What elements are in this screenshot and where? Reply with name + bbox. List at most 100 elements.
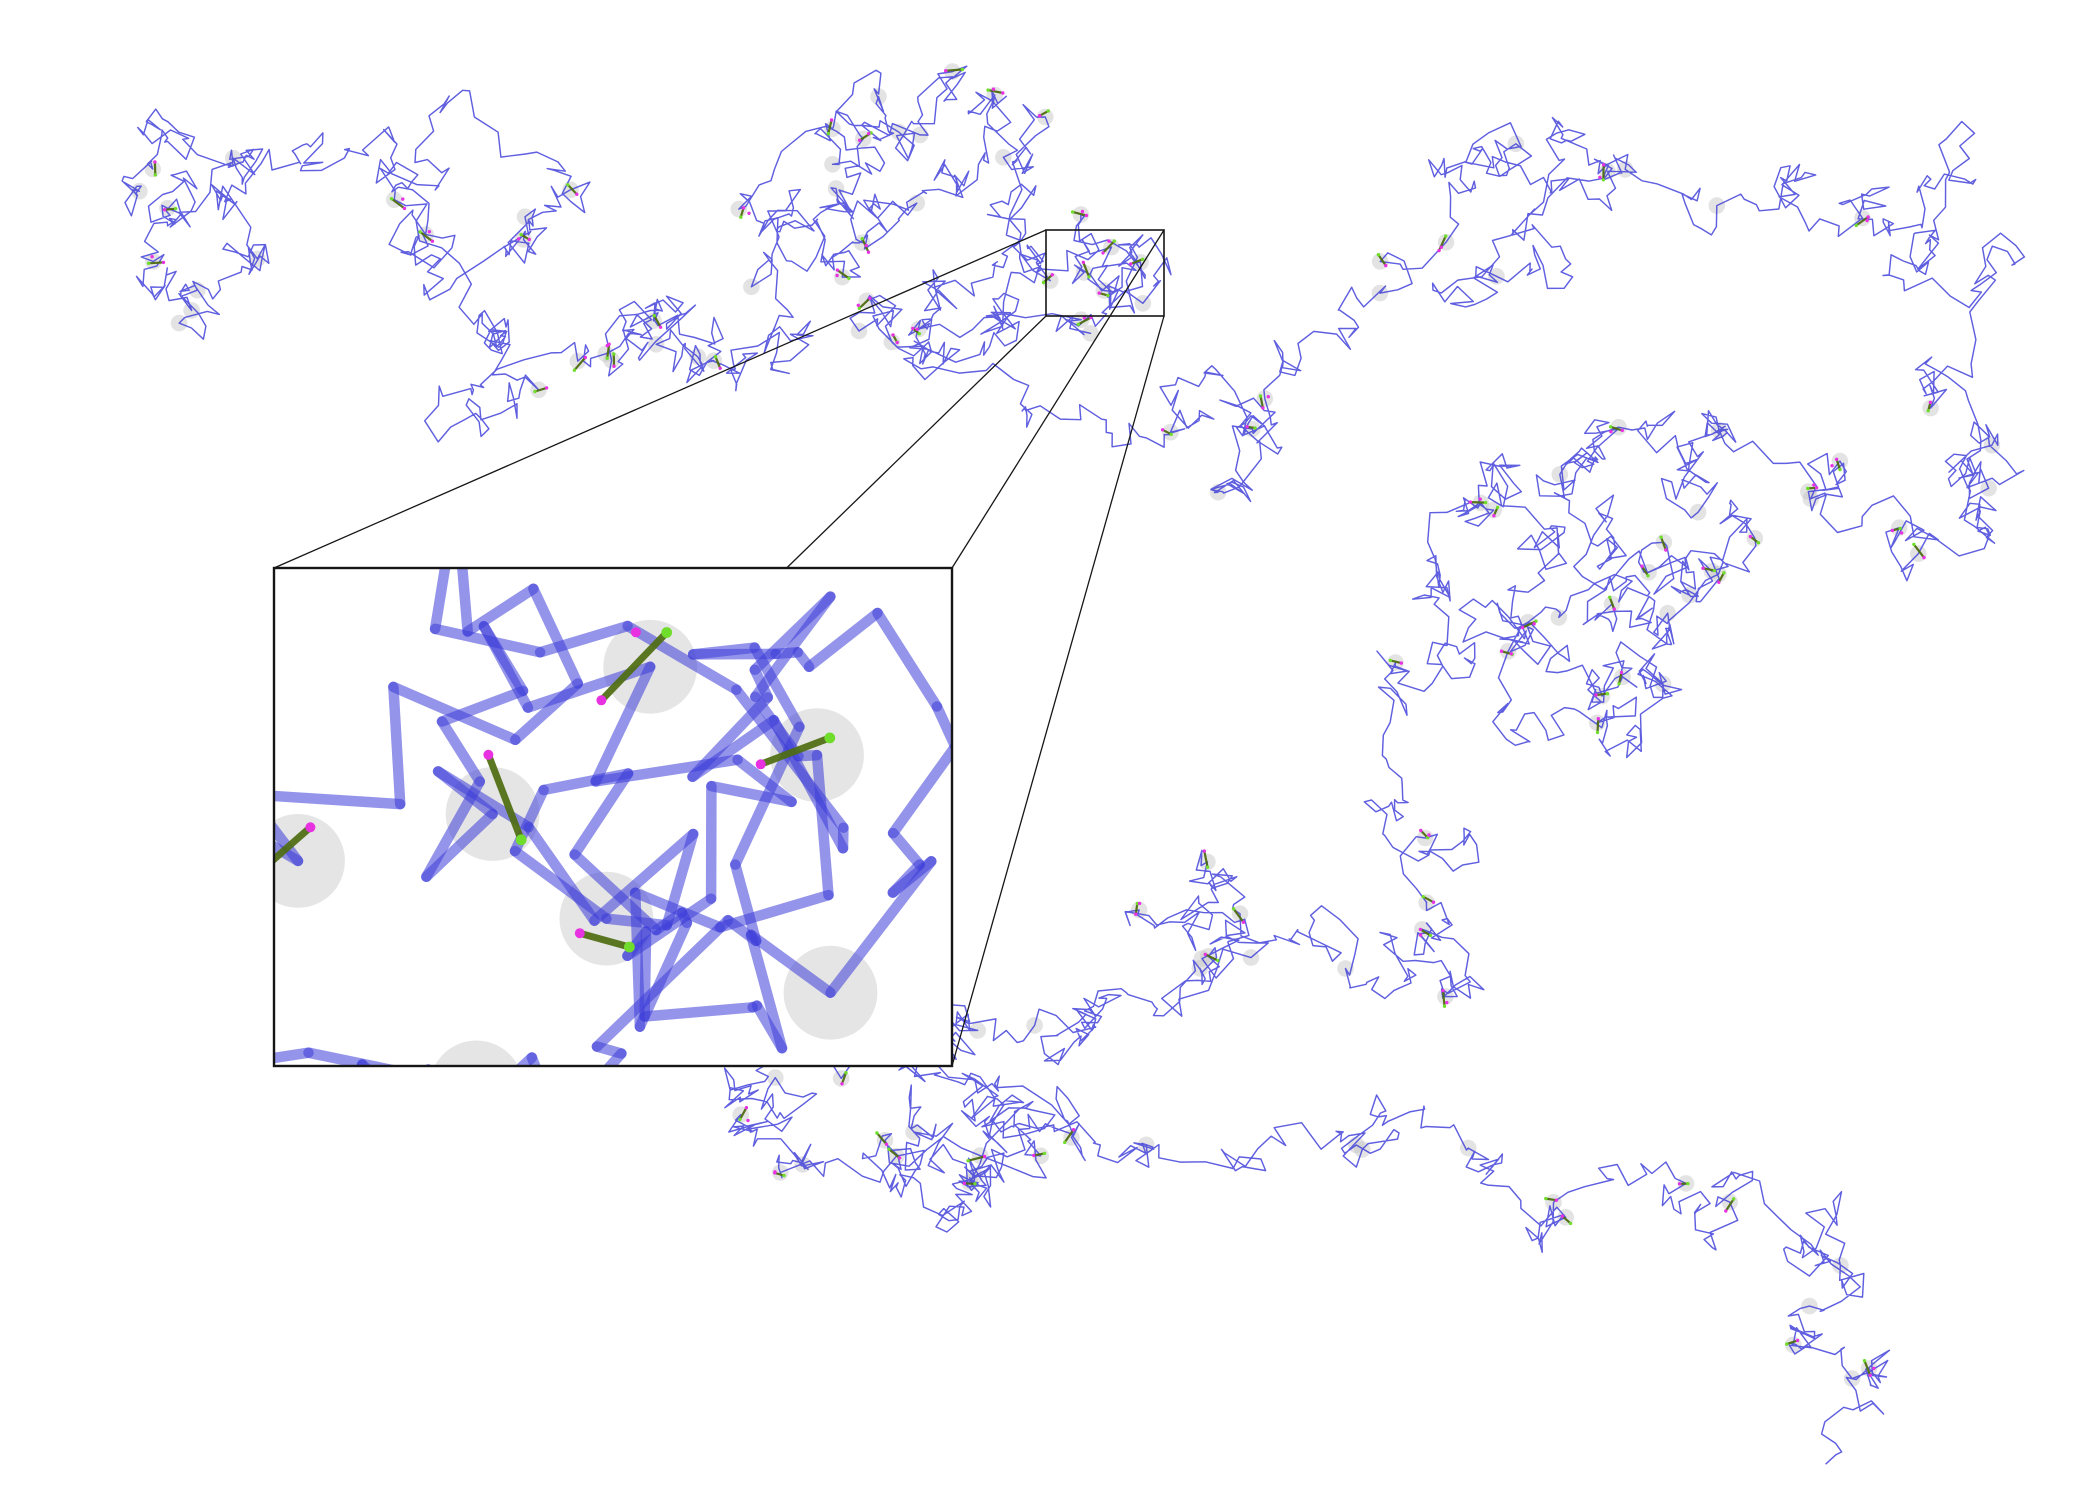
magenta-site-dot (745, 1106, 748, 1109)
magenta-site-dot (1492, 514, 1495, 517)
green-site-dot (858, 307, 861, 310)
magenta-site-dot (983, 1155, 986, 1158)
inset-trajectory-segment (243, 703, 268, 761)
magenta-site-dot (868, 297, 871, 300)
magenta-site-dot (865, 244, 868, 247)
magenta-site-dot (1432, 901, 1435, 904)
green-site-dot (887, 1148, 890, 1151)
inset-magenta-site-dot (483, 750, 493, 760)
magenta-site-dot (1072, 1128, 1075, 1131)
green-site-dot (1113, 239, 1116, 242)
green-site-dot (986, 88, 989, 91)
green-site-dot (1609, 425, 1612, 428)
inset-trajectory-segment (968, 729, 992, 827)
inset-trajectory-segment (237, 772, 243, 794)
magenta-site-dot (659, 326, 662, 329)
green-site-dot (1838, 468, 1841, 471)
magenta-site-dot (1812, 483, 1815, 486)
magenta-site-dot (840, 1082, 843, 1085)
green-site-dot (1206, 866, 1209, 869)
magenta-site-dot (1640, 565, 1643, 568)
magenta-site-dot (575, 193, 578, 196)
green-site-dot (1444, 234, 1447, 237)
inset-trajectory-segment (393, 687, 400, 804)
green-site-dot (1077, 323, 1080, 326)
magenta-site-dot (1598, 176, 1601, 179)
magenta-site-dot (1261, 406, 1264, 409)
green-site-dot (918, 332, 921, 335)
magenta-site-dot (1440, 246, 1443, 249)
inset-magenta-site-dot (631, 627, 641, 637)
green-site-dot (147, 262, 150, 265)
bound-segment (1443, 991, 1445, 1007)
green-site-dot (1732, 1197, 1735, 1200)
inset-magenta-site-dot (489, 1072, 499, 1082)
inset-green-site-dot (661, 627, 672, 638)
magenta-site-dot (1922, 556, 1925, 559)
magenta-site-dot (1384, 264, 1387, 267)
magenta-site-dot (153, 160, 156, 163)
magenta-site-dot (1678, 1182, 1681, 1185)
magenta-site-dot (431, 240, 434, 243)
inset-trajectory-segment (124, 706, 229, 743)
green-site-dot (1927, 409, 1930, 412)
green-site-dot (1443, 1005, 1446, 1008)
green-site-dot (1484, 501, 1487, 504)
magenta-site-dot (1101, 251, 1104, 254)
inset-panel (124, 478, 993, 1173)
magenta-site-dot (1701, 567, 1704, 570)
green-site-dot (1043, 1152, 1046, 1155)
green-site-dot (1646, 574, 1649, 577)
green-site-dot (827, 132, 830, 135)
green-site-dot (1608, 596, 1611, 599)
green-site-dot (1063, 1141, 1066, 1144)
magenta-site-dot (1038, 114, 1041, 117)
magenta-site-dot (1891, 529, 1894, 532)
inset-trajectory-segment (207, 784, 235, 874)
green-site-dot (1855, 224, 1858, 227)
inset-trajectory-segment (411, 1070, 428, 1138)
bound-segment (1596, 694, 1607, 695)
green-site-dot (739, 216, 742, 219)
magenta-site-dot (1597, 717, 1600, 720)
connector-line (952, 316, 1164, 1066)
bound-segment (149, 262, 164, 263)
inset-trajectory-segment (460, 516, 474, 539)
magenta-site-dot (896, 341, 899, 344)
green-site-dot (573, 369, 576, 372)
magenta-site-dot (1609, 430, 1612, 433)
bound-segment (1598, 719, 1599, 733)
green-site-dot (1785, 1342, 1788, 1345)
green-site-dot (1863, 1359, 1866, 1362)
magenta-site-dot (992, 88, 995, 91)
green-site-dot (1757, 541, 1760, 544)
magenta-site-dot (1620, 671, 1623, 674)
magenta-site-dot (1664, 548, 1667, 551)
magenta-site-dot (1242, 921, 1245, 924)
green-site-dot (533, 390, 536, 393)
magenta-site-dot (963, 1182, 966, 1185)
inset-trajectory-segment (218, 772, 243, 817)
inset-trajectory-segment (166, 656, 243, 761)
inset-trajectory-segment (333, 1065, 363, 1155)
magenta-site-dot (1555, 1199, 1558, 1202)
magenta-site-dot (1900, 531, 1903, 534)
green-site-dot (1429, 934, 1432, 937)
inset-trajectory-segment (125, 818, 207, 874)
green-site-dot (1686, 1182, 1689, 1185)
inset-magenta-site-dot (596, 695, 606, 705)
inset-trajectory-segment (461, 1058, 532, 1124)
inset-trajectory-segment (606, 919, 666, 926)
magenta-site-dot (719, 367, 722, 370)
magenta-site-dot (835, 274, 838, 277)
magenta-site-dot (1724, 1209, 1727, 1212)
green-site-dot (1389, 659, 1392, 662)
green-site-dot (1106, 294, 1109, 297)
magenta-site-dot (1419, 829, 1422, 832)
green-site-dot (390, 197, 393, 200)
inset-bound-segment (460, 1075, 532, 1114)
inset-trajectory-segment (693, 648, 755, 655)
magenta-site-dot (1796, 1339, 1799, 1342)
magenta-site-dot (1051, 273, 1054, 276)
inset-green-site-dot (516, 834, 527, 845)
